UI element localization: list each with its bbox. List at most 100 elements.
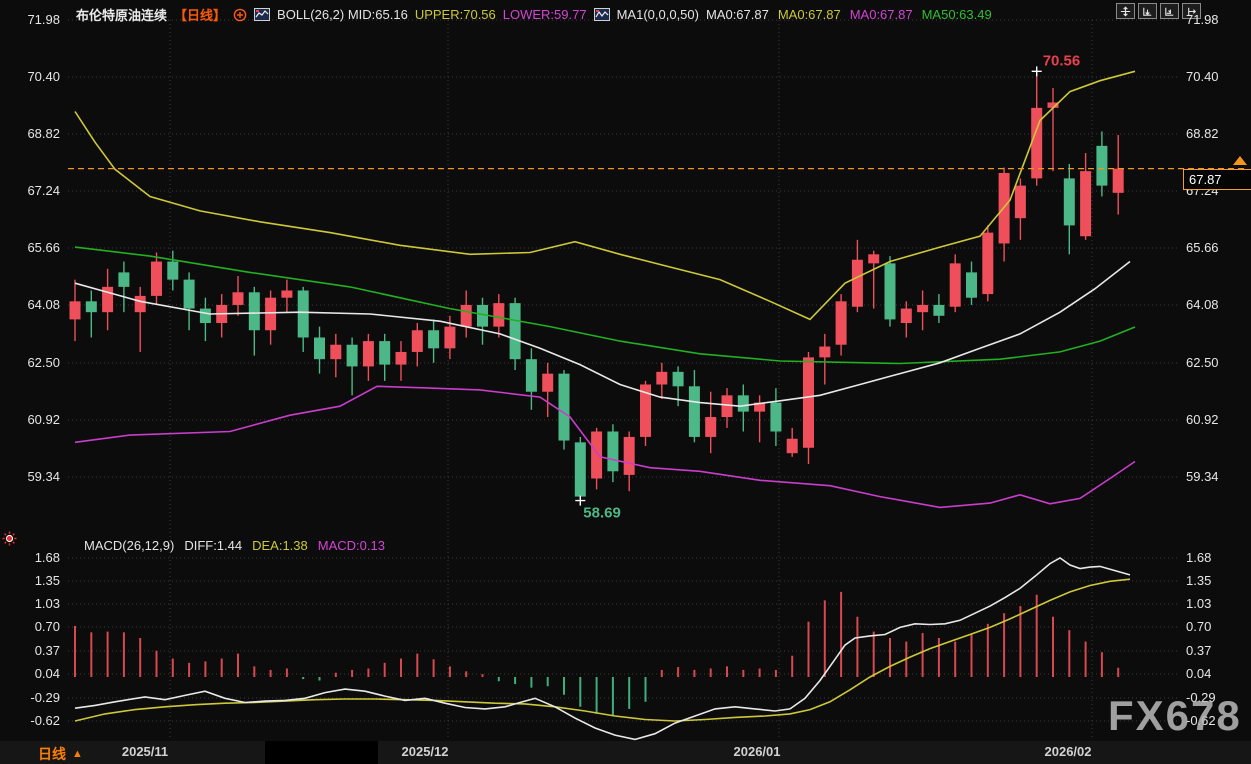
ma-value-readouts: MA0:67.87 MA0:67.87 MA0:67.87 MA50:63.49 — [706, 7, 992, 22]
macd-axis-tick-left: 1.35 — [34, 573, 60, 588]
reset-view-icon[interactable] — [1182, 3, 1201, 19]
candle-down[interactable] — [297, 290, 309, 338]
candle-down[interactable] — [167, 261, 179, 280]
ma-indicator-chart-icon[interactable] — [593, 8, 610, 21]
period-tag[interactable]: 【日线】 — [174, 8, 227, 23]
ma-readout: MA0:67.87 — [849, 7, 913, 22]
candle-down[interactable] — [248, 292, 260, 331]
high-cross-marker — [1031, 66, 1042, 77]
boll-upper-line — [74, 70, 1136, 321]
candle-down[interactable] — [183, 279, 195, 309]
candle-down[interactable] — [314, 337, 325, 360]
candle-up[interactable] — [151, 261, 162, 296]
candle-up[interactable] — [1014, 185, 1026, 219]
candle-up[interactable] — [900, 308, 912, 324]
fx678-watermark: FX678 — [1108, 692, 1242, 739]
macd-axis-tick-right: 1.03 — [1186, 596, 1212, 611]
candle-up[interactable] — [656, 371, 668, 385]
candle-up[interactable] — [623, 436, 635, 475]
macd-axis-tick-right: -0.29 — [1186, 690, 1216, 705]
candle-up[interactable] — [102, 286, 114, 313]
time-axis-date-label: 2025/11 — [121, 744, 169, 759]
ma-group-readout: MA1(0,0,0,50) — [616, 7, 699, 22]
time-axis-date-label: 2026/01 — [733, 744, 781, 759]
candle-down[interactable] — [688, 386, 700, 437]
macd-axis-tick-left: 0.37 — [34, 643, 60, 658]
y-axis-scale-icon[interactable] — [1160, 3, 1179, 19]
move-crosshair-icon[interactable] — [1116, 3, 1135, 19]
candle-up[interactable] — [232, 292, 244, 305]
candle-up[interactable] — [1031, 107, 1043, 179]
candle-down[interactable] — [884, 263, 896, 320]
candle-down[interactable] — [428, 330, 440, 349]
candle-up[interactable] — [591, 431, 603, 479]
macd-axis-tick-right: 1.35 — [1186, 573, 1212, 588]
candle-up[interactable] — [265, 297, 277, 331]
candle-down[interactable] — [1063, 178, 1075, 226]
candle-down[interactable] — [770, 402, 782, 432]
candle-down[interactable] — [737, 395, 749, 412]
macd-axis-tick-right: 0.04 — [1186, 666, 1212, 681]
candle-up[interactable] — [721, 395, 733, 418]
candle-up[interactable] — [460, 304, 472, 327]
candle-down[interactable] — [118, 272, 130, 287]
candle-up[interactable] — [411, 330, 423, 352]
macd-axis-tick-left: 1.68 — [34, 550, 60, 565]
boll-upper-readout: UPPER:70.56 — [414, 7, 496, 22]
candle-down[interactable] — [558, 373, 570, 441]
alert-sun-icon[interactable] — [2, 531, 17, 546]
candle-up[interactable] — [835, 301, 847, 345]
candle-up[interactable] — [69, 301, 81, 320]
candle-up[interactable] — [493, 303, 505, 327]
candle-down[interactable] — [525, 359, 537, 392]
candle-down[interactable] — [85, 301, 97, 313]
candle-up[interactable] — [1047, 102, 1059, 108]
x-axis-scale-icon[interactable] — [1138, 3, 1157, 19]
candle-down[interactable] — [477, 304, 488, 327]
macd-macd-readout: MACD:0.13 — [317, 538, 385, 553]
candle-down[interactable] — [966, 272, 977, 298]
candle-up[interactable] — [1112, 168, 1124, 193]
macd-axis-tick-left: 1.03 — [34, 596, 60, 611]
candle-up[interactable] — [705, 417, 717, 437]
candle-up[interactable] — [444, 326, 456, 349]
candle-down[interactable] — [509, 303, 521, 360]
candle-down[interactable] — [574, 442, 586, 497]
candle-up[interactable] — [362, 341, 374, 367]
candle-up[interactable] — [982, 232, 994, 295]
candle-down[interactable] — [933, 304, 945, 316]
last-price-tag[interactable]: 67.87 — [1183, 169, 1251, 190]
candle-up[interactable] — [542, 373, 554, 392]
candle-up[interactable] — [754, 402, 766, 412]
low-price-label: 58.69 — [583, 505, 621, 522]
candle-down[interactable] — [199, 308, 211, 324]
candle-up[interactable] — [851, 259, 863, 307]
candle-down[interactable] — [672, 371, 684, 387]
candle-down[interactable] — [1096, 145, 1108, 186]
candle-up[interactable] — [868, 254, 880, 264]
candle-up[interactable] — [395, 351, 407, 365]
candle-up[interactable] — [640, 384, 651, 437]
add-indicator-icon[interactable] — [233, 8, 247, 22]
candle-down[interactable] — [346, 344, 358, 367]
candle-down[interactable] — [379, 341, 391, 365]
candle-up[interactable] — [1080, 171, 1092, 237]
macd-axis-tick-left: 0.04 — [34, 666, 60, 681]
candle-up[interactable] — [803, 357, 814, 448]
candle-up[interactable] — [786, 438, 798, 454]
price-axis-tick-left: 68.82 — [27, 126, 60, 141]
candle-up[interactable] — [917, 304, 929, 313]
period-selector[interactable]: 日线 ▲ — [38, 744, 83, 764]
candle-up[interactable] — [819, 346, 831, 358]
boll-indicator-chart-icon[interactable] — [254, 8, 271, 21]
price-axis-tick-right: 64.08 — [1186, 297, 1219, 312]
candle-up[interactable] — [281, 290, 293, 298]
ma-readout: MA0:67.87 — [705, 7, 769, 22]
candle-up[interactable] — [949, 263, 961, 307]
macd-axis-tick-left: -0.62 — [30, 713, 60, 728]
candle-up[interactable] — [330, 344, 342, 360]
candle-down[interactable] — [607, 431, 619, 472]
candle-up[interactable] — [134, 295, 146, 313]
